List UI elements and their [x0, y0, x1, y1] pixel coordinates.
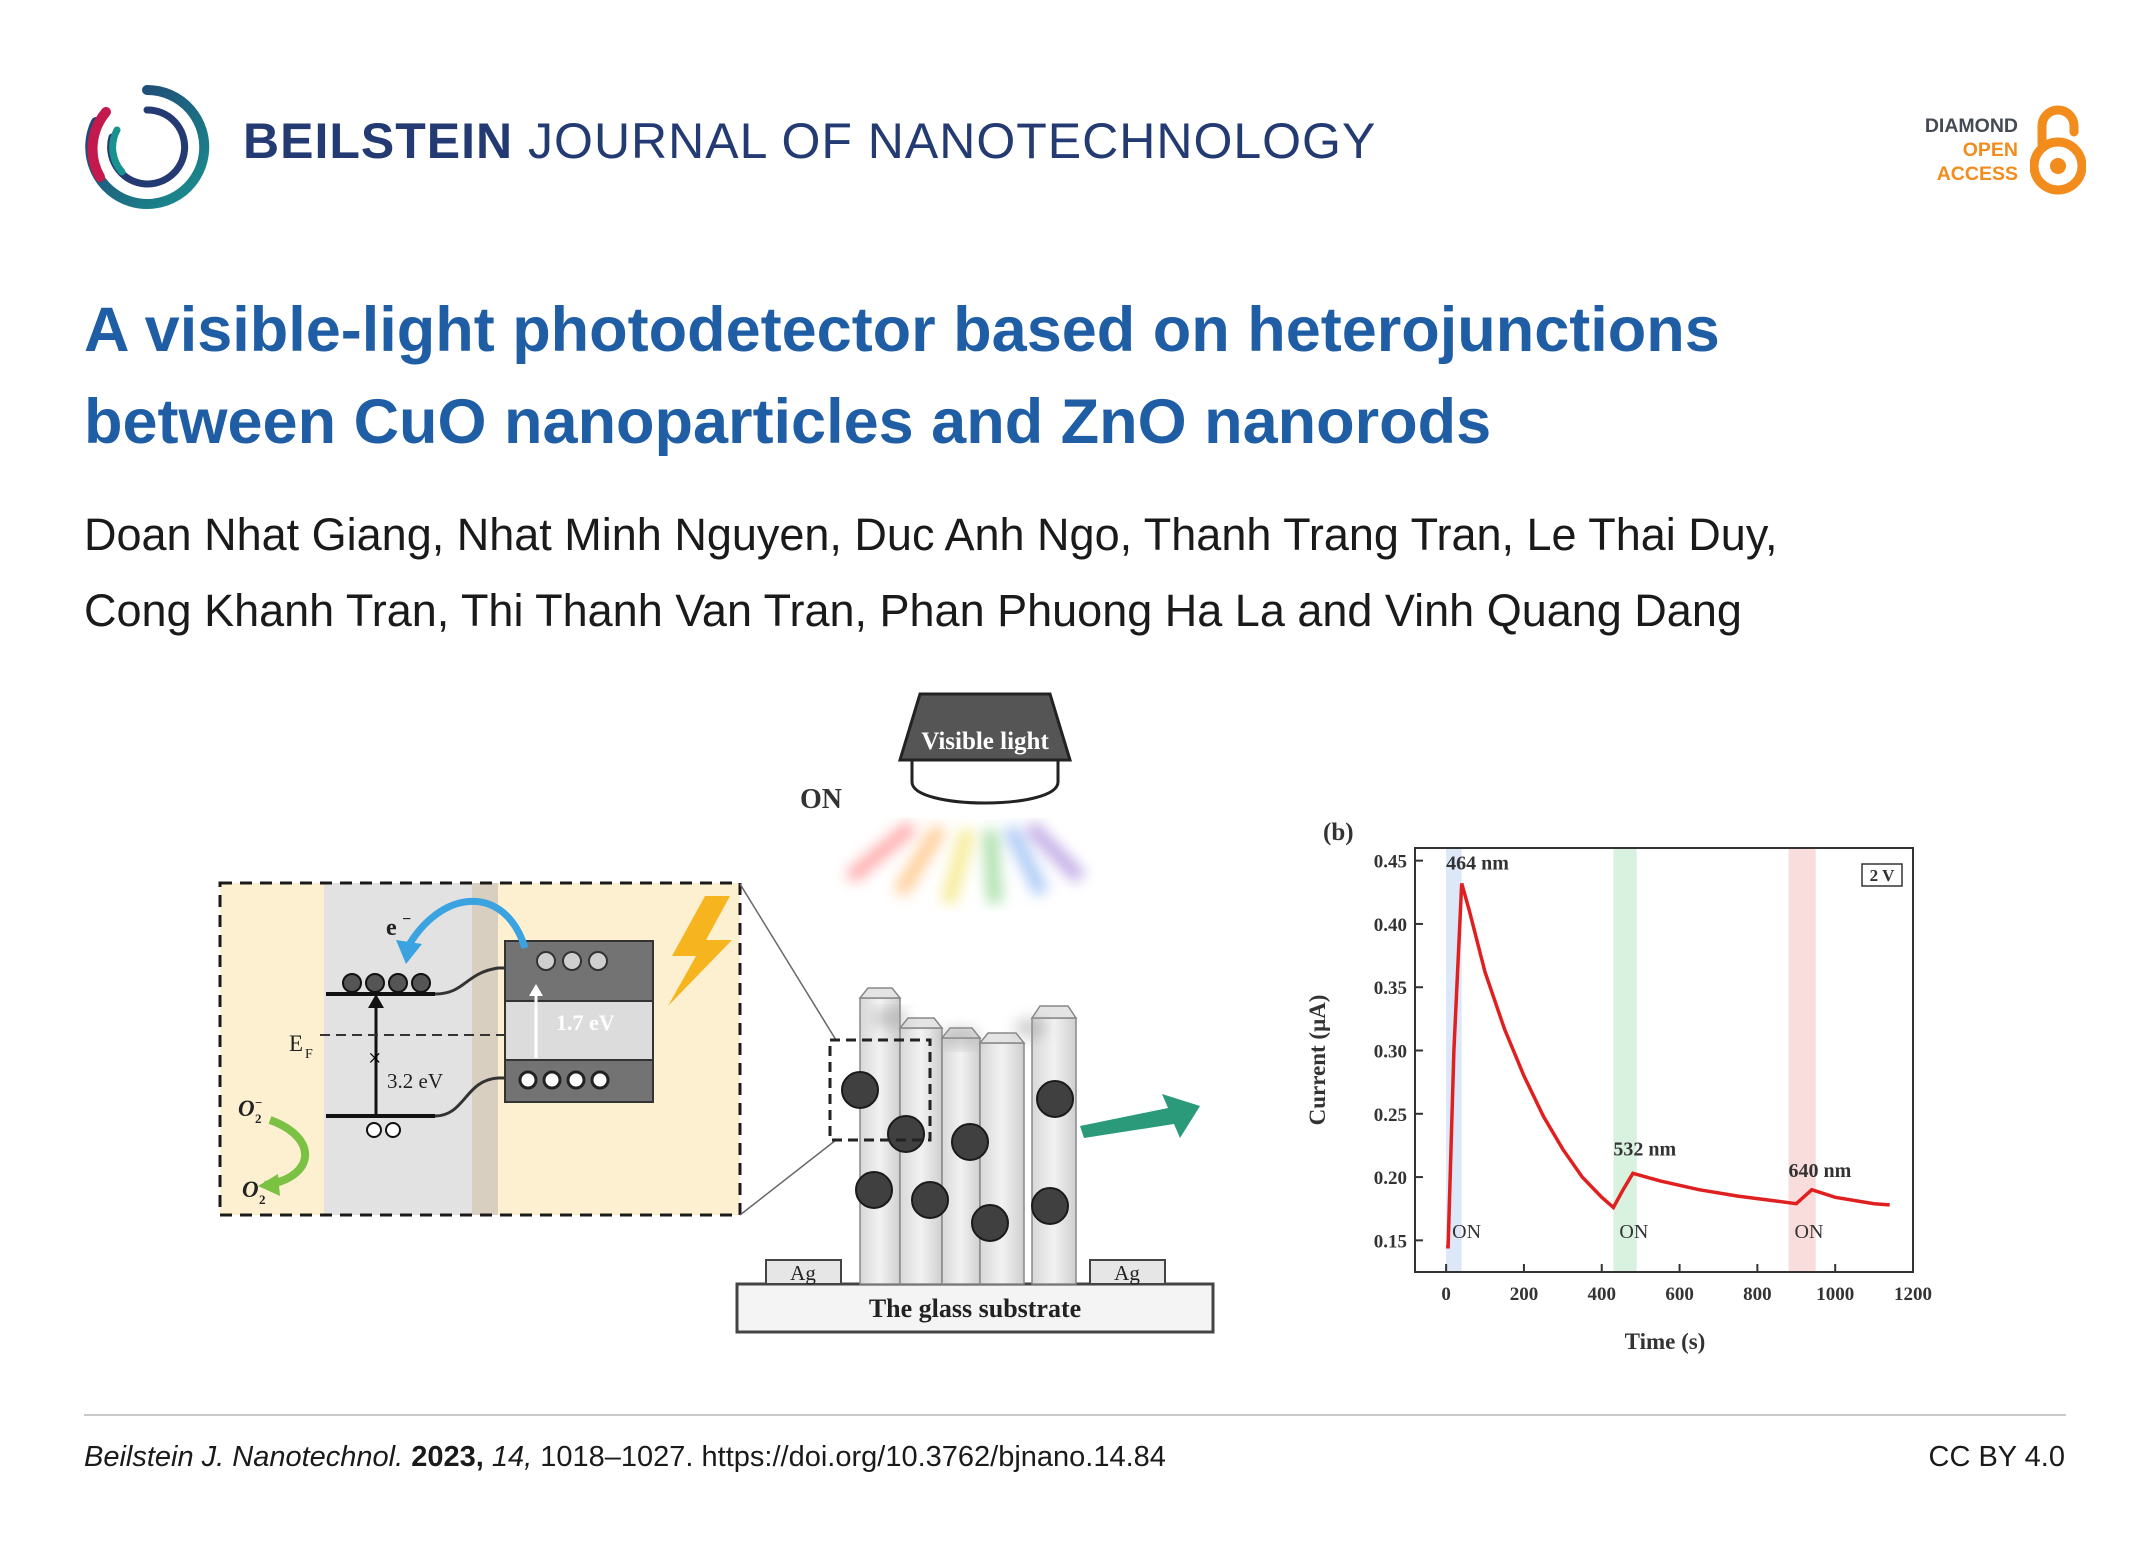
substrate-label: The glass substrate [869, 1294, 1081, 1323]
hole-dots-zno [366, 1122, 401, 1138]
series-line [1446, 882, 1890, 1249]
title-line-1: A visible-light photodetector based on h… [84, 295, 1720, 365]
bias-label: 2 V [1870, 866, 1895, 885]
device-schematic: Visible light ON The glass substrate Ag … [735, 692, 1215, 1334]
band-diagram-border [218, 881, 742, 1217]
badge-line-access: ACCESS [1936, 163, 2018, 185]
journal-name-rest: JOURNAL OF NANOTECHNOLOGY [528, 113, 1377, 169]
x-tick-label-5: 1000 [1816, 1284, 1854, 1305]
electron-dots-cuo [536, 951, 608, 971]
panel-label: (b) [1323, 819, 1354, 846]
on-label-0: ON [1452, 1221, 1481, 1243]
band-diagram: × e − E F 1.7 eV 3.2 eV O 2 − [218, 881, 742, 1217]
cuo-gap [504, 1000, 654, 1061]
svg-text:−: − [255, 1095, 262, 1110]
footer-rule [84, 1414, 2066, 1416]
illumination-band-1 [1613, 848, 1637, 1272]
y-tick-label-6: 0.45 [1374, 852, 1407, 873]
plot-frame [1414, 847, 1914, 1273]
zoom-box [828, 1038, 932, 1142]
x-tick-label-0: 0 [1441, 1284, 1451, 1305]
ag-electrode-left [765, 1259, 842, 1285]
license-label: CC BY 4.0 [1928, 1441, 2065, 1473]
zno-gap-label: 3.2 eV [387, 1069, 443, 1093]
lamp-lens [910, 758, 1060, 805]
citation: Beilstein J. Nanotechnol. 2023, 14, 1018… [84, 1441, 1166, 1474]
x-tick-label-6: 1200 [1894, 1284, 1932, 1305]
x-tick-label-1: 200 [1510, 1284, 1539, 1305]
fermi-level-label: E [289, 1031, 303, 1056]
y-tick-label-3: 0.30 [1374, 1042, 1407, 1063]
ag-electrode-right [1089, 1259, 1166, 1285]
ag-label-left: Ag [790, 1261, 816, 1285]
arrow-to-chart [1080, 1094, 1200, 1138]
electron-dots-zno [342, 973, 431, 993]
y-tick-label-1: 0.20 [1374, 1168, 1407, 1189]
graphical-abstract: × e − E F 1.7 eV 3.2 eV O 2 − [218, 692, 1932, 1354]
journal-name: BEILSTEIN JOURNAL OF NANOTECHNOLOGY [243, 112, 1376, 170]
x-axis-label: Time (s) [1625, 1329, 1706, 1354]
y-axis-label: Current (μA) [1305, 995, 1330, 1126]
citation-journal: Beilstein J. Nanotechnol. [84, 1441, 404, 1473]
lamp-head [897, 692, 1073, 762]
blocked-transition-mark: × [368, 1046, 382, 1072]
visible-light-label: Visible light [921, 728, 1049, 755]
journal-name-bold: BEILSTEIN [243, 113, 514, 169]
citation-pages-doi[interactable]: 1018–1027. https://doi.org/10.3762/bjnan… [540, 1441, 1166, 1473]
on-label-1: ON [1619, 1221, 1648, 1243]
lightning-icon [668, 896, 732, 1006]
citation-volume: 14, [491, 1441, 533, 1473]
svg-text:2: 2 [255, 1111, 262, 1126]
title-line-2: between CuO nanoparticles and ZnO nanoro… [84, 387, 1492, 457]
badge-line-diamond: DIAMOND [1924, 115, 2018, 137]
x-tick-label-3: 600 [1665, 1284, 1694, 1305]
superoxide-label: O [238, 1096, 255, 1121]
x-tick-label-4: 800 [1743, 1284, 1772, 1305]
author-list: Doan Nhat Giang, Nhat Minh Nguyen, Duc A… [84, 497, 2064, 649]
wavelength-label-0: 464 nm [1446, 853, 1509, 875]
interface-region [472, 883, 498, 1215]
ag-label-right: Ag [1114, 1261, 1140, 1285]
wavelength-label-1: 532 nm [1613, 1139, 1676, 1161]
oxygen-label: O [242, 1177, 259, 1202]
hole-dots-cuo [518, 1070, 610, 1090]
badge-line-open: OPEN [1962, 139, 2018, 161]
svg-text:−: − [402, 911, 411, 928]
open-lock-icon [2030, 105, 2086, 195]
light-rays [845, 820, 1086, 905]
y-tick-label-2: 0.25 [1374, 1105, 1407, 1126]
zno-nanorods [859, 997, 1077, 1285]
wavelength-label-2: 640 nm [1789, 1160, 1852, 1182]
y-tick-label-0: 0.15 [1374, 1231, 1407, 1252]
authors-line-2: Cong Khanh Tran, Thi Thanh Van Tran, Pha… [84, 585, 1742, 636]
photocurrent-chart: (b) 0.15 0.20 0.25 0.30 0.35 0.40 0.45 0 200 400… [1305, 819, 1932, 1354]
glass-substrate [735, 1282, 1215, 1334]
cuo-gap-label: 1.7 eV [556, 1010, 615, 1035]
y-tick-label-5: 0.40 [1374, 915, 1407, 936]
y-tick-label-4: 0.35 [1374, 978, 1407, 999]
citation-year: 2023, [411, 1441, 484, 1473]
on-label-2: ON [1795, 1221, 1824, 1243]
illumination-band-2 [1788, 848, 1816, 1272]
diamond-open-access-badge: DIAMOND OPEN ACCESS [1925, 100, 2086, 200]
light-on-label: ON [800, 784, 842, 815]
bias-box [1861, 863, 1903, 887]
x-tick-label-2: 400 [1588, 1284, 1617, 1305]
svg-text:2: 2 [259, 1192, 266, 1207]
svg-text:F: F [305, 1047, 313, 1062]
authors-line-1: Doan Nhat Giang, Nhat Minh Nguyen, Duc A… [84, 509, 1778, 560]
journal-logo [85, 84, 210, 209]
cuo-nanoparticles [841, 1071, 1074, 1242]
electron-label: e [386, 915, 397, 941]
article-title: A visible-light photodetector based on h… [84, 284, 2064, 468]
zno-region [324, 883, 472, 1215]
cuo-conduction-band [504, 940, 654, 1002]
